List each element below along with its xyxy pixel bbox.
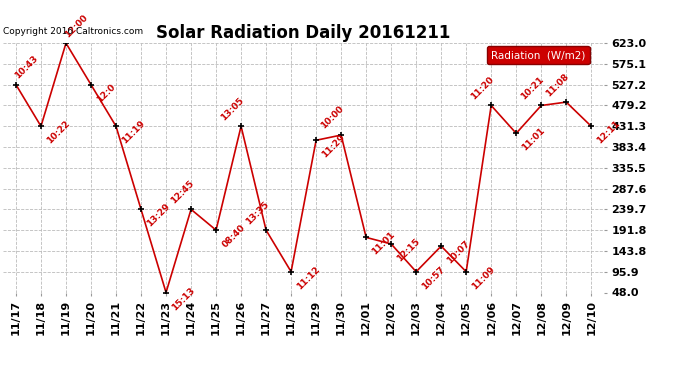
Text: 12:15: 12:15 [395,237,422,263]
Text: 12:45: 12:45 [169,178,195,205]
Text: 10:00: 10:00 [319,105,345,131]
Text: 11:08: 11:08 [544,71,571,98]
Text: 13:29: 13:29 [145,202,172,229]
Text: 11:29: 11:29 [320,133,347,160]
Text: 12:00: 12:00 [63,12,90,39]
Legend: Radiation  (W/m2): Radiation (W/m2) [487,46,589,64]
Title: Solar Radiation Daily 20161211: Solar Radiation Daily 20161211 [157,24,451,42]
Text: 10:22: 10:22 [45,119,72,146]
Text: 10:07: 10:07 [445,239,472,266]
Text: 12:0: 12:0 [95,82,117,104]
Text: 10:43: 10:43 [13,54,40,81]
Text: 08:40: 08:40 [220,223,247,250]
Text: 11:12: 11:12 [295,265,322,291]
Text: 10:57: 10:57 [420,265,447,291]
Text: 11:19: 11:19 [120,119,147,146]
Text: 13:35: 13:35 [244,200,270,226]
Text: 11:01: 11:01 [371,230,397,257]
Text: 15:13: 15:13 [170,285,197,312]
Text: Copyright 2016 Caltronics.com: Copyright 2016 Caltronics.com [3,27,144,36]
Text: 12:11: 12:11 [595,119,622,146]
Text: 11:01: 11:01 [520,126,547,153]
Text: 10:21: 10:21 [519,75,546,101]
Text: 11:20: 11:20 [469,75,495,101]
Text: 13:05: 13:05 [219,96,246,122]
Text: 11:09: 11:09 [471,265,497,291]
